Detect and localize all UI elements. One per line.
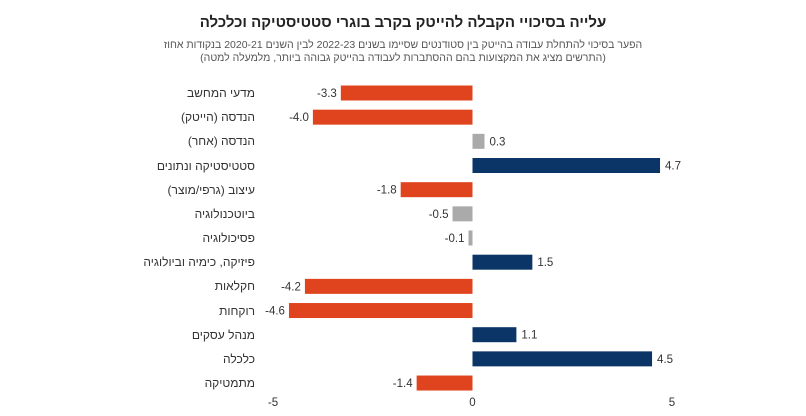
- bar: [472, 254, 533, 270]
- bar: [288, 303, 473, 319]
- bar: [416, 375, 473, 391]
- x-tick-label: 5: [669, 397, 675, 409]
- x-tick-label: 0: [469, 397, 475, 409]
- category-label: מתמטיקה: [204, 376, 255, 391]
- bar: [340, 85, 473, 101]
- category-label: הנדסה (הייטק): [180, 110, 255, 125]
- category-label: פסיכולוגיה: [202, 231, 255, 246]
- category-label: הנדסה (אחר): [187, 134, 255, 149]
- category-label: ביוטכנולוגיה: [194, 206, 255, 221]
- bar: [400, 182, 473, 198]
- category-label: עיצוב (גרפי/מוצר): [167, 182, 255, 197]
- value-label: -4.6: [265, 306, 285, 318]
- value-label: -0.1: [445, 233, 465, 245]
- bar: [452, 206, 473, 222]
- category-label: רוקחות: [219, 303, 255, 318]
- value-label: -0.5: [429, 209, 449, 221]
- bar: [312, 109, 473, 125]
- chart-subtitle-1: הפער בסיכוי להתחלת עבודה בהייטק בין סטוד…: [163, 39, 643, 51]
- bar: [472, 351, 653, 367]
- x-tick-label: -5: [268, 397, 278, 409]
- value-label: -4.0: [289, 112, 309, 124]
- value-label: 0.3: [489, 136, 505, 148]
- chart-title: עלייה בסיכויי הקבלה להייטק בקרב בוגרי סט…: [199, 14, 607, 31]
- value-label: -1.4: [393, 378, 413, 390]
- value-label: 4.5: [657, 354, 673, 366]
- category-label: פיזיקה, כימיה וביולוגיה: [143, 255, 255, 270]
- bar: [304, 278, 473, 294]
- chart-subtitle-2: (התרשים מציג את המקצועות בהם ההסתברות לע…: [200, 52, 606, 64]
- category-label: מנהל עסקים: [191, 327, 255, 342]
- category-label: מדעי המחשב: [186, 86, 255, 100]
- value-label: 1.5: [537, 257, 553, 269]
- value-label: 1.1: [521, 330, 537, 342]
- bar: [472, 133, 485, 149]
- bar: [468, 230, 473, 246]
- category-label: כלכלה: [223, 351, 255, 366]
- value-label: -4.2: [281, 281, 301, 293]
- value-label: -1.8: [377, 185, 397, 197]
- category-label: חקלאות: [214, 279, 255, 294]
- category-label: סטטיסטיקה ונתונים: [156, 158, 255, 173]
- bar: [472, 327, 517, 343]
- value-label: -3.3: [317, 88, 337, 100]
- value-label: 4.7: [665, 161, 681, 173]
- bar: [472, 158, 661, 174]
